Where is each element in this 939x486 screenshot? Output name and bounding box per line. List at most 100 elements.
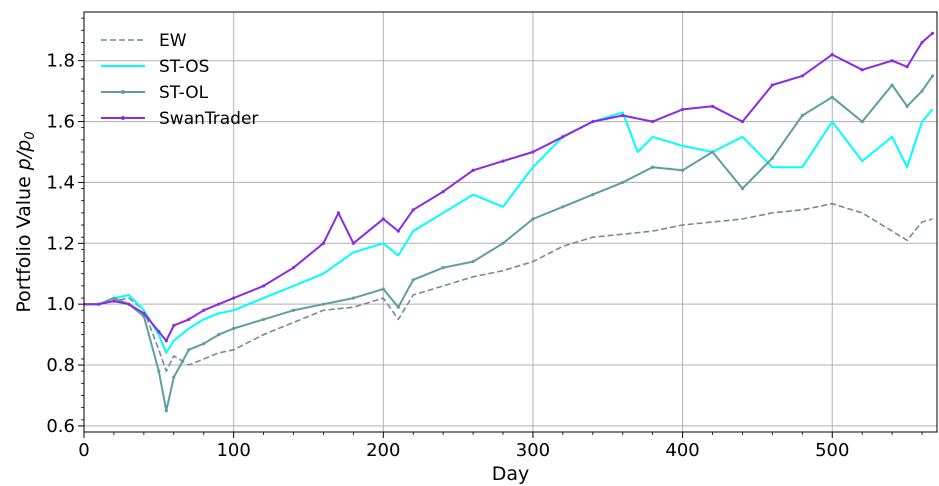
y-tick-label: 1.2 bbox=[46, 233, 75, 254]
legend: EW ST-OS ST-OL SwanTrader bbox=[101, 31, 258, 129]
data-point-st-ol bbox=[591, 193, 595, 197]
y-axis-title: Portfolio Value p/p0 bbox=[13, 131, 38, 312]
data-point-st-ol bbox=[202, 342, 206, 346]
data-point-st-ol bbox=[471, 259, 475, 264]
x-tick-label: 100 bbox=[216, 440, 250, 461]
data-point-swantrader bbox=[860, 68, 864, 72]
data-point-st-ol bbox=[830, 95, 834, 99]
data-point-swantrader bbox=[202, 308, 206, 312]
data-point-swantrader bbox=[890, 59, 894, 63]
data-point-swantrader bbox=[651, 119, 655, 124]
legend-marker-swantrader bbox=[121, 116, 125, 120]
data-point-st-ol bbox=[351, 296, 355, 300]
series-line-st-ol bbox=[84, 75, 934, 412]
data-point-st-ol bbox=[710, 150, 715, 154]
data-point-st-ol bbox=[187, 348, 191, 352]
data-point-st-ol bbox=[905, 104, 909, 108]
data-point-swantrader bbox=[471, 168, 475, 172]
y-tick-label: 0.8 bbox=[46, 355, 75, 376]
data-point-swantrader bbox=[920, 40, 924, 45]
data-point-swantrader bbox=[561, 135, 565, 139]
data-point-st-ol bbox=[531, 217, 535, 221]
series-line-st-os bbox=[84, 108, 934, 354]
y-tick-label: 1.6 bbox=[46, 112, 75, 133]
y-tick-label: 1.8 bbox=[46, 51, 75, 72]
x-axis-title: Day bbox=[492, 463, 530, 485]
data-point-st-ol bbox=[381, 287, 385, 291]
data-point-st-ol bbox=[396, 305, 400, 309]
data-point-swantrader bbox=[112, 299, 116, 303]
data-point-swantrader bbox=[830, 53, 834, 57]
data-point-swantrader bbox=[591, 119, 595, 124]
data-point-st-ol bbox=[621, 180, 625, 185]
data-point-swantrader bbox=[740, 119, 745, 124]
data-point-st-ol bbox=[501, 241, 505, 245]
data-point-st-ol bbox=[112, 296, 116, 300]
data-point-swantrader bbox=[261, 284, 266, 288]
data-point-st-ol bbox=[411, 278, 415, 282]
series-line-swantrader bbox=[84, 32, 934, 342]
data-point-swantrader bbox=[381, 217, 385, 221]
x-tick-label: 400 bbox=[665, 440, 699, 461]
data-point-st-ol bbox=[930, 74, 935, 78]
y-axis-title-text: Portfolio Value bbox=[13, 170, 35, 312]
data-point-st-ol bbox=[740, 186, 745, 191]
x-tick-label: 0 bbox=[78, 440, 89, 461]
data-point-st-ol bbox=[800, 113, 804, 118]
y-tick-label: 1.0 bbox=[46, 294, 75, 315]
data-point-st-ol bbox=[441, 266, 445, 270]
data-point-swantrader bbox=[930, 31, 935, 35]
data-point-st-ol bbox=[172, 375, 176, 379]
x-tick-label: 300 bbox=[516, 440, 550, 461]
data-point-st-ol bbox=[217, 333, 221, 337]
data-point-swantrader bbox=[291, 266, 296, 270]
data-point-swantrader bbox=[531, 150, 535, 154]
data-point-swantrader bbox=[351, 241, 355, 245]
data-point-swantrader bbox=[142, 311, 146, 315]
data-point-swantrader bbox=[217, 302, 221, 306]
y-tick-label: 0.6 bbox=[46, 416, 75, 437]
data-point-swantrader bbox=[501, 159, 505, 163]
data-point-swantrader bbox=[172, 323, 176, 328]
grid-lines bbox=[83, 12, 937, 432]
data-point-st-ol bbox=[920, 89, 924, 93]
data-point-st-ol bbox=[261, 317, 266, 321]
series-lines bbox=[84, 31, 935, 413]
data-point-swantrader bbox=[157, 329, 161, 334]
data-point-st-ol bbox=[651, 165, 655, 169]
data-point-swantrader bbox=[621, 113, 625, 118]
data-point-st-ol bbox=[890, 83, 894, 87]
y-tick-label: 1.4 bbox=[46, 172, 75, 193]
legend-label-ew: EW bbox=[159, 31, 187, 51]
data-point-swantrader bbox=[187, 317, 191, 321]
data-point-swantrader bbox=[97, 302, 101, 306]
data-point-st-ol bbox=[770, 156, 774, 160]
data-point-swantrader bbox=[321, 241, 326, 245]
data-point-swantrader bbox=[336, 211, 341, 215]
series-line-ew bbox=[84, 202, 933, 372]
legend-label-st-ol: ST-OL bbox=[159, 83, 209, 103]
legend-marker-st-ol bbox=[121, 90, 125, 94]
data-point-swantrader bbox=[127, 302, 131, 306]
x-axis-ticks: 0 100 200 300 400 500 bbox=[78, 432, 923, 461]
data-point-st-ol bbox=[860, 119, 864, 124]
data-point-st-ol bbox=[291, 308, 296, 312]
y-axis-title-math: p/p bbox=[13, 140, 35, 172]
data-point-swantrader bbox=[800, 74, 804, 78]
data-point-swantrader bbox=[396, 229, 400, 233]
data-point-swantrader bbox=[232, 296, 236, 300]
data-point-swantrader bbox=[710, 104, 715, 108]
y-axis-ticks: 0.6 0.8 1.0 1.2 1.4 1.6 1.8 bbox=[46, 17, 84, 437]
plot-area-frame bbox=[83, 11, 938, 433]
data-point-st-ol bbox=[561, 205, 565, 209]
data-point-st-ol bbox=[321, 302, 326, 306]
data-point-swantrader bbox=[411, 208, 415, 212]
y-axis-title-subscript: 0 bbox=[23, 131, 38, 139]
legend-label-swantrader: SwanTrader bbox=[159, 109, 258, 129]
data-point-swantrader bbox=[770, 83, 774, 87]
x-tick-label: 200 bbox=[366, 440, 400, 461]
data-point-swantrader bbox=[441, 189, 445, 194]
data-point-st-ol bbox=[680, 168, 685, 172]
data-point-st-ol bbox=[232, 326, 236, 331]
